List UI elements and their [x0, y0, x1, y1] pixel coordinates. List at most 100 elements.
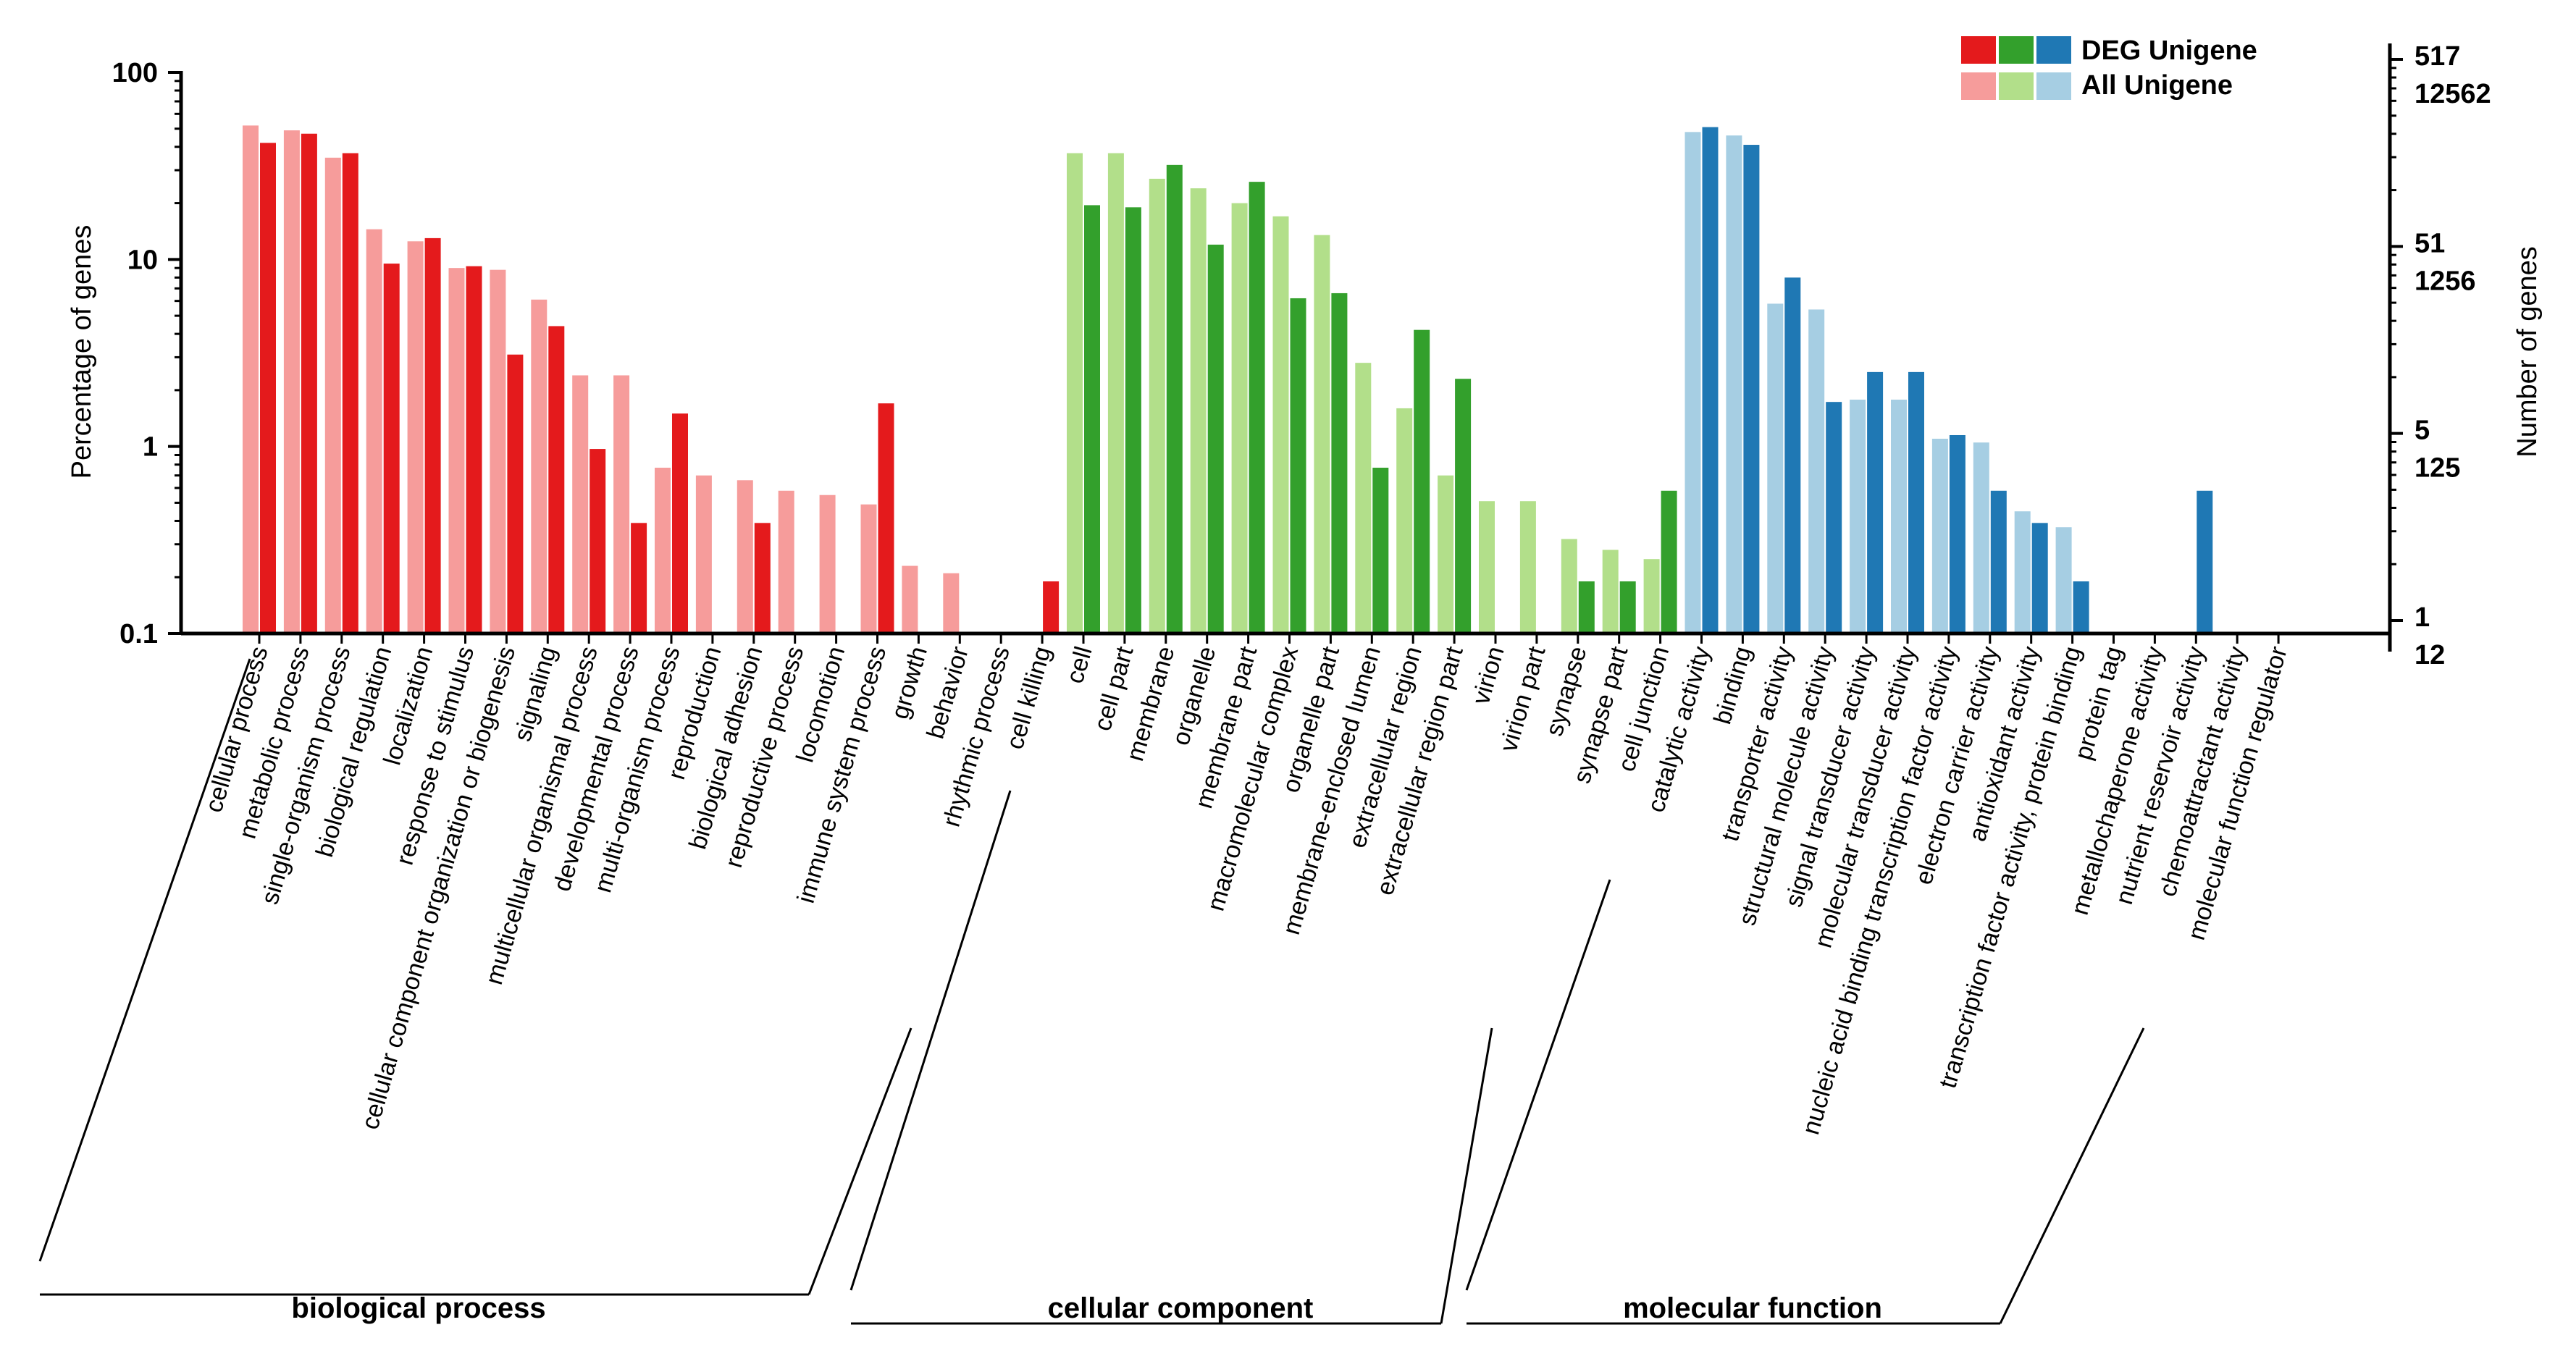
bar-deg-unigene — [1743, 145, 1760, 634]
bar-deg-unigene — [1414, 329, 1430, 634]
bar-all-unigene — [2055, 527, 2072, 634]
bar-all-unigene — [1438, 475, 1454, 634]
legend-swatch-deg-red — [1961, 36, 1996, 64]
bar-deg-unigene — [342, 153, 358, 634]
bar-all-unigene — [1561, 539, 1577, 634]
bar-deg-unigene — [1784, 277, 1801, 634]
bar-deg-unigene — [548, 326, 565, 634]
group-bracket-left — [849, 790, 1012, 1291]
bar-all-unigene — [778, 490, 794, 634]
bar-deg-unigene — [1949, 434, 1965, 634]
bar-deg-unigene — [383, 264, 400, 634]
group-bracket-right — [1999, 1027, 2145, 1324]
axes-layer — [179, 43, 2392, 652]
bar-deg-unigene — [754, 523, 771, 634]
bar-deg-unigene — [1249, 182, 1265, 634]
bar-deg-unigene — [590, 449, 606, 634]
bar-deg-unigene — [1290, 298, 1306, 634]
bar-all-unigene — [1067, 153, 1083, 634]
bar-all-unigene — [1602, 550, 1619, 634]
bar-all-unigene — [1272, 216, 1289, 634]
bar-deg-unigene — [1990, 490, 2007, 634]
y2-tick-label-all: 1256 — [2415, 266, 2476, 296]
bar-all-unigene — [1726, 135, 1742, 634]
bar-deg-unigene — [672, 413, 688, 634]
y2-tick-label-all: 12562 — [2415, 79, 2491, 109]
bar-deg-unigene — [424, 237, 441, 634]
category-label: immune system process — [792, 644, 892, 906]
category-label: cell — [1061, 644, 1098, 687]
group-label: cellular component — [1048, 1292, 1314, 1324]
bar-deg-unigene — [1661, 490, 1677, 634]
y2-tick-label-deg: 5 — [2415, 416, 2430, 446]
bar-all-unigene — [1643, 559, 1660, 634]
bar-all-unigene — [1808, 309, 1825, 634]
bar-all-unigene — [860, 504, 877, 634]
bar-deg-unigene — [1166, 164, 1183, 634]
bar-deg-unigene — [507, 354, 524, 634]
bar-all-unigene — [283, 130, 300, 634]
bar-all-unigene — [2014, 511, 2031, 634]
bar-all-unigene — [1685, 132, 1701, 634]
legend-swatch-all-green — [1999, 72, 2034, 100]
bar-all-unigene — [490, 269, 506, 634]
y-axis-title: Percentage of genes — [67, 225, 97, 479]
bar-all-unigene — [366, 229, 382, 634]
group-label: molecular function — [1623, 1292, 1882, 1324]
bar-all-unigene — [695, 475, 712, 634]
bar-deg-unigene — [1908, 371, 1924, 634]
bar-deg-unigene — [466, 266, 482, 634]
bar-all-unigene — [1355, 363, 1372, 634]
bar-all-unigene — [531, 299, 547, 634]
bar-all-unigene — [943, 573, 960, 634]
bar-all-unigene — [1190, 188, 1207, 634]
bar-all-unigene — [324, 157, 341, 634]
bar-deg-unigene — [631, 523, 647, 634]
group-bracket-left — [1465, 879, 1611, 1291]
bar-deg-unigene — [1702, 127, 1719, 634]
bar-all-unigene — [407, 241, 424, 634]
y2-tick-label-deg: 51 — [2415, 228, 2445, 258]
bar-all-unigene — [1973, 442, 1989, 634]
y-tick-label: 1 — [143, 432, 158, 463]
bar-all-unigene — [1931, 438, 1948, 634]
group-bracket-right — [807, 1027, 912, 1295]
legend-swatch-deg-blue — [2036, 36, 2071, 64]
bar-all-unigene — [1396, 408, 1413, 634]
group-bracket-right — [1440, 1027, 1493, 1324]
y2-axis-title: Number of genes — [2512, 246, 2543, 458]
category-label: virion — [1467, 644, 1510, 708]
bars-layer — [243, 125, 2213, 634]
group-label: biological process — [291, 1292, 545, 1324]
bar-deg-unigene — [1043, 581, 1060, 634]
y-tick-label: 0.1 — [119, 619, 158, 649]
bar-deg-unigene — [1619, 581, 1636, 634]
bar-all-unigene — [1850, 399, 1866, 634]
y2-tick-label-all: 12 — [2415, 640, 2445, 670]
bar-all-unigene — [613, 375, 630, 634]
bar-all-unigene — [1479, 501, 1495, 634]
bar-deg-unigene — [1125, 207, 1141, 634]
bar-deg-unigene — [878, 403, 894, 634]
legend-swatch-deg-green — [1999, 36, 2034, 64]
bar-all-unigene — [655, 467, 671, 634]
bar-deg-unigene — [1578, 581, 1595, 634]
bar-all-unigene — [1149, 178, 1165, 634]
group-bracket-left — [38, 658, 251, 1262]
category-label: binding — [1708, 644, 1757, 728]
bar-all-unigene — [1314, 235, 1330, 634]
bar-deg-unigene — [1372, 467, 1389, 634]
bar-all-unigene — [902, 565, 918, 634]
bar-deg-unigene — [1867, 371, 1884, 634]
y2-tick-label-deg: 517 — [2415, 41, 2460, 72]
y-tick-label: 10 — [127, 245, 158, 275]
y2-tick-label-all: 125 — [2415, 453, 2460, 484]
bar-all-unigene — [448, 268, 465, 634]
bar-deg-unigene — [2197, 490, 2213, 634]
bar-all-unigene — [1891, 399, 1907, 634]
legend-swatch-all-blue — [2036, 72, 2071, 100]
bar-deg-unigene — [2031, 523, 2048, 634]
bar-deg-unigene — [1084, 205, 1100, 634]
